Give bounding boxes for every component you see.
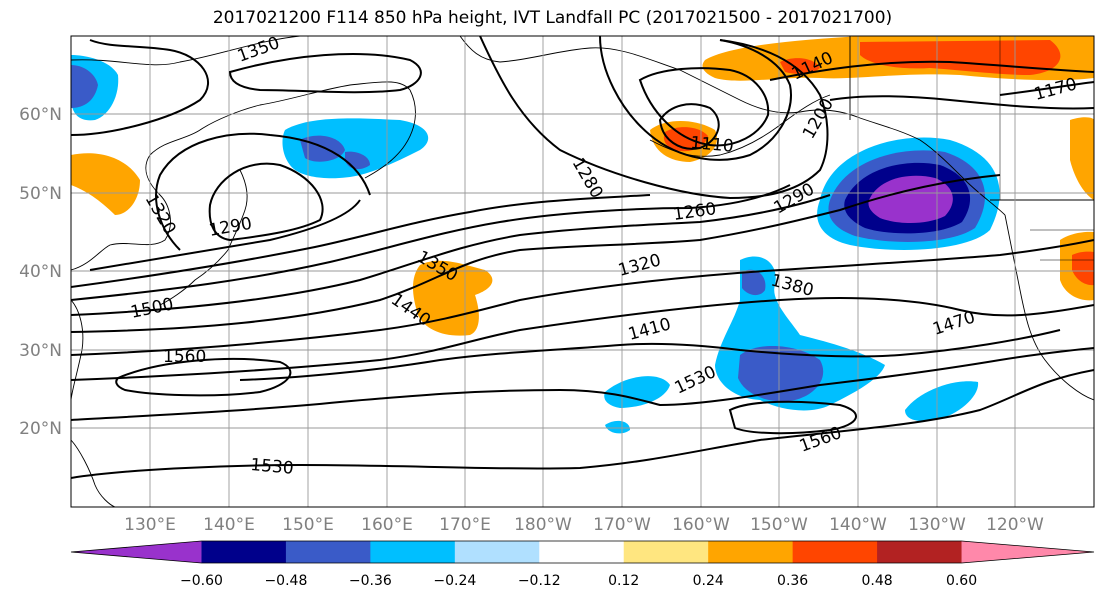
- colorbar-segment: [792, 541, 878, 563]
- colorbar-segment: [623, 541, 709, 563]
- contour-label-1560a: 1560: [163, 347, 206, 367]
- colorbar-tick-label: −0.48: [264, 573, 307, 589]
- colorbar-segment: [961, 541, 1094, 563]
- colorbar-ticks: −0.60 −0.48 −0.36 −0.24 −0.12 0.12 0.24 …: [180, 573, 977, 589]
- colorbar: [70, 540, 1095, 564]
- lon-label: 160°E: [361, 515, 413, 535]
- lat-labels: 60°N 50°N 40°N 30°N 20°N: [19, 105, 62, 439]
- colorbar-tick-label: 0.24: [693, 573, 724, 589]
- colorbar-segment: [454, 541, 540, 563]
- colorbar-segment: [370, 541, 456, 563]
- colorbar-segment: [201, 541, 287, 563]
- colorbar-tick-label: −0.12: [518, 573, 561, 589]
- colorbar-segment: [71, 541, 202, 563]
- lon-label: 180°W: [514, 515, 572, 535]
- coastlines: [71, 36, 1094, 507]
- lat-label: 40°N: [19, 262, 62, 282]
- ivt-shading: [71, 36, 1094, 434]
- lat-label: 50°N: [19, 184, 62, 204]
- colorbar-tick-label: 0.48: [862, 573, 893, 589]
- lon-label: 170°W: [593, 515, 651, 535]
- contour-label-1530b: 1530: [672, 362, 720, 398]
- colorbar-tick-label: 0.60: [946, 573, 977, 589]
- lat-label: 20°N: [19, 419, 62, 439]
- lon-label: 160°W: [672, 515, 730, 535]
- contour-label-1290b: 1290: [771, 179, 818, 218]
- colorbar-tick-label: 0.12: [608, 573, 639, 589]
- colorbar-segment: [539, 541, 625, 563]
- contour-label-1280: 1280: [568, 155, 607, 202]
- height-contours: [71, 36, 1094, 479]
- contour-label-1500: 1500: [129, 294, 175, 323]
- lat-label: 30°N: [19, 341, 62, 361]
- lon-label: 150°E: [282, 515, 334, 535]
- plot-frame: [70, 35, 1095, 508]
- contour-label-1410: 1410: [626, 314, 673, 345]
- lon-label: 120°W: [986, 515, 1044, 535]
- contour-label-1320b: 1320: [616, 250, 663, 281]
- map-title: 2017021200 F114 850 hPa height, IVT Land…: [212, 8, 893, 28]
- colorbar-segment: [708, 541, 794, 563]
- lon-label: 170°E: [439, 515, 491, 535]
- colorbar-tick-label: 0.36: [777, 573, 808, 589]
- lon-label: 140°W: [829, 515, 887, 535]
- contour-label-1530a: 1530: [250, 455, 295, 479]
- contour-label-1380: 1380: [769, 271, 816, 302]
- colorbar-outline: [70, 540, 1095, 564]
- contour-label-1110: 1110: [690, 133, 735, 157]
- contour-label-1320a: 1320: [141, 191, 180, 238]
- colorbar-segment: [285, 541, 371, 563]
- lon-label: 130°W: [908, 515, 966, 535]
- colorbar-tick-label: −0.24: [433, 573, 476, 589]
- lon-labels: 130°E 140°E 150°E 160°E 170°E 180°W 170°…: [124, 515, 1044, 535]
- lon-label: 140°E: [203, 515, 255, 535]
- lat-label: 60°N: [19, 105, 62, 125]
- colorbar-tick-label: −0.60: [180, 573, 223, 589]
- colorbar-tick-label: −0.36: [349, 573, 392, 589]
- lon-label: 130°E: [124, 515, 176, 535]
- contour-label-1200: 1200: [799, 95, 838, 142]
- colorbar-segment: [877, 541, 963, 563]
- graticule: [71, 36, 1094, 507]
- lon-label: 150°W: [750, 515, 808, 535]
- contour-label-1470: 1470: [930, 307, 977, 339]
